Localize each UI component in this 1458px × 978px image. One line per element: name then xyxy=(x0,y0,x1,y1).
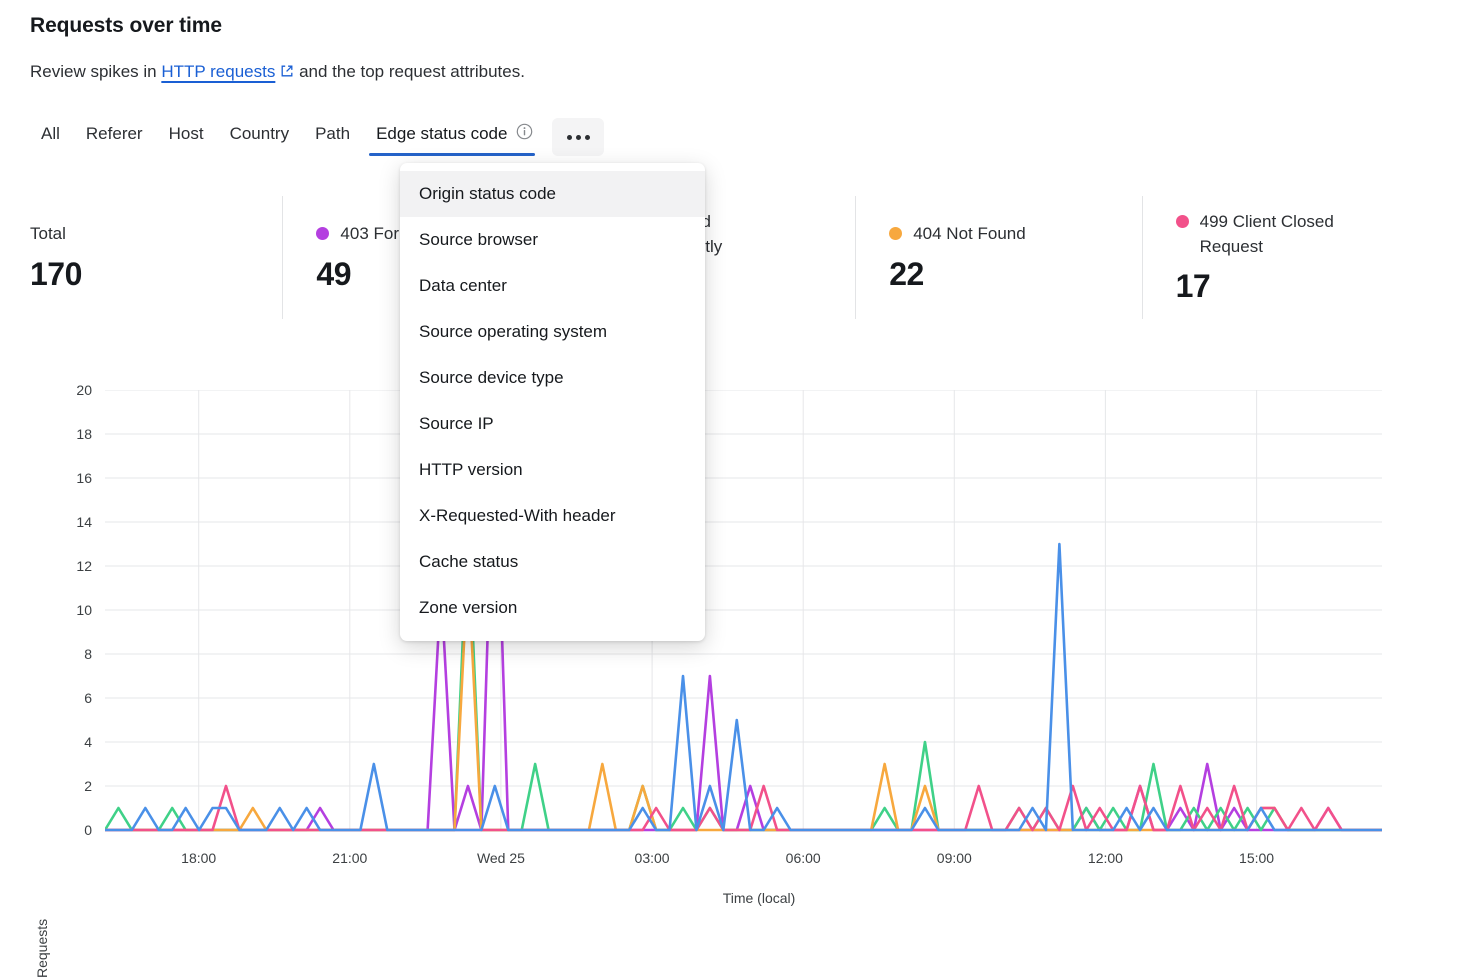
tab-host[interactable]: Host xyxy=(168,123,204,143)
x-axis-tick: Wed 25 xyxy=(476,850,525,866)
y-axis-tick: 2 xyxy=(84,778,92,794)
chart-gridlines xyxy=(105,390,1382,831)
y-axis-title: Requests xyxy=(34,918,50,978)
y-axis-tick: 14 xyxy=(76,514,92,530)
tab-path[interactable]: Path xyxy=(315,123,351,143)
y-axis-tick: 18 xyxy=(76,426,92,442)
menu-item-source-operating-system[interactable]: Source operating system xyxy=(419,322,608,341)
more-attributes-button[interactable] xyxy=(552,118,605,156)
attribute-tabs: All Referer Host Country Path Edge statu… xyxy=(28,118,605,156)
y-axis-tick: 12 xyxy=(76,558,92,574)
y-axis-tick: 6 xyxy=(84,690,92,706)
series-line xyxy=(105,542,1382,832)
y-axis-tick: 20 xyxy=(76,382,92,398)
page-title: Requests over time xyxy=(30,14,222,37)
ellipsis-icon-dot-2 xyxy=(575,134,581,140)
subtitle-prefix: Review spikes in xyxy=(30,62,162,81)
menu-item-source-ip[interactable]: Source IP xyxy=(419,414,494,433)
page-subtitle: Review spikes in HTTP requests and the t… xyxy=(30,62,525,83)
series-color-dot xyxy=(1175,215,1189,229)
menu-item-x-requested-with-header[interactable]: X-Requested-With header xyxy=(419,506,616,525)
menu-item-source-device-type[interactable]: Source device type xyxy=(419,368,564,387)
x-axis-tick: 06:00 xyxy=(785,850,821,866)
requests-line-chart: Requests 0 2 4 6 8 10 12 14 16 18 20 18:00 21:00 Wed… xyxy=(0,382,1458,978)
menu-item-origin-status-code[interactable]: Origin status code xyxy=(400,171,705,217)
series-color-dot xyxy=(316,227,330,241)
stat-value: 170 xyxy=(30,255,82,292)
stat-value: 22 xyxy=(889,255,924,292)
menu-item-data-center[interactable]: Data center xyxy=(419,276,507,295)
chart-plot-area xyxy=(105,390,1382,832)
y-axis-tick: 8 xyxy=(84,646,92,662)
series-color-dot xyxy=(889,227,903,241)
attribute-dropdown-menu: Origin status code Source browser Data c… xyxy=(400,163,705,641)
stat-card-total: Total 170 xyxy=(30,190,282,325)
tab-referer[interactable]: Referer xyxy=(85,123,143,143)
ellipsis-icon-dot-3 xyxy=(584,134,590,140)
menu-item-zone-version[interactable]: Zone version xyxy=(419,598,518,617)
menu-item-cache-status[interactable]: Cache status xyxy=(419,552,519,571)
stat-value: 17 xyxy=(1175,267,1211,304)
tab-country[interactable]: Country xyxy=(229,123,290,143)
y-axis-tick: 4 xyxy=(84,734,92,750)
x-axis-tick: 12:00 xyxy=(1087,850,1123,866)
menu-item-source-browser[interactable]: Source browser xyxy=(419,230,539,249)
requests-over-time-panel: Requests over time Review spikes in HTTP… xyxy=(0,14,1458,978)
series-line xyxy=(105,784,1382,832)
stat-label: 499 Client Closed Request xyxy=(1175,210,1336,258)
x-axis-tick: 09:00 xyxy=(936,850,972,866)
stat-label-text: Total xyxy=(30,224,66,244)
summary-stats: Total 170 403 Forbidden 49 301 Moved Per… xyxy=(30,190,1428,325)
x-axis-tick: 21:00 xyxy=(332,850,368,866)
ellipsis-icon-dot-1 xyxy=(566,134,572,140)
stat-label: 404 Not Found xyxy=(889,222,1049,246)
stat-label: Total xyxy=(30,222,190,246)
stat-value: 49 xyxy=(316,255,351,292)
info-circle-icon[interactable] xyxy=(516,123,533,145)
external-link-icon[interactable] xyxy=(280,63,294,83)
http-requests-link[interactable]: HTTP requests xyxy=(161,62,276,81)
subtitle-suffix: and the top request attributes. xyxy=(294,62,525,81)
x-axis-tick: 18:00 xyxy=(181,850,217,866)
tab-edge-status-code[interactable]: Edge status code xyxy=(363,119,541,156)
x-axis-title: Time (local) xyxy=(722,890,796,906)
stat-card-499-client-closed-request: 499 Client Closed Request 17 xyxy=(1141,190,1428,325)
tab-edge-status-code-label: Edge status code xyxy=(376,123,508,143)
y-axis-tick: 16 xyxy=(76,470,92,486)
stat-label-text: 404 Not Found xyxy=(913,224,1026,244)
y-axis-tick: 0 xyxy=(84,822,92,838)
x-axis-tick: 03:00 xyxy=(634,850,670,866)
stat-label-text: 499 Client Closed Request xyxy=(1199,212,1334,256)
y-axis-ticks: 0 2 4 6 8 10 12 14 16 18 20 xyxy=(30,382,92,838)
y-axis-tick: 10 xyxy=(76,602,92,618)
menu-item-http-version[interactable]: HTTP version xyxy=(419,460,523,479)
x-axis-tick: 15:00 xyxy=(1239,850,1275,866)
tab-all[interactable]: All xyxy=(41,123,60,143)
stat-card-404-not-found: 404 Not Found 22 xyxy=(855,190,1141,325)
chart-series xyxy=(105,410,1382,832)
